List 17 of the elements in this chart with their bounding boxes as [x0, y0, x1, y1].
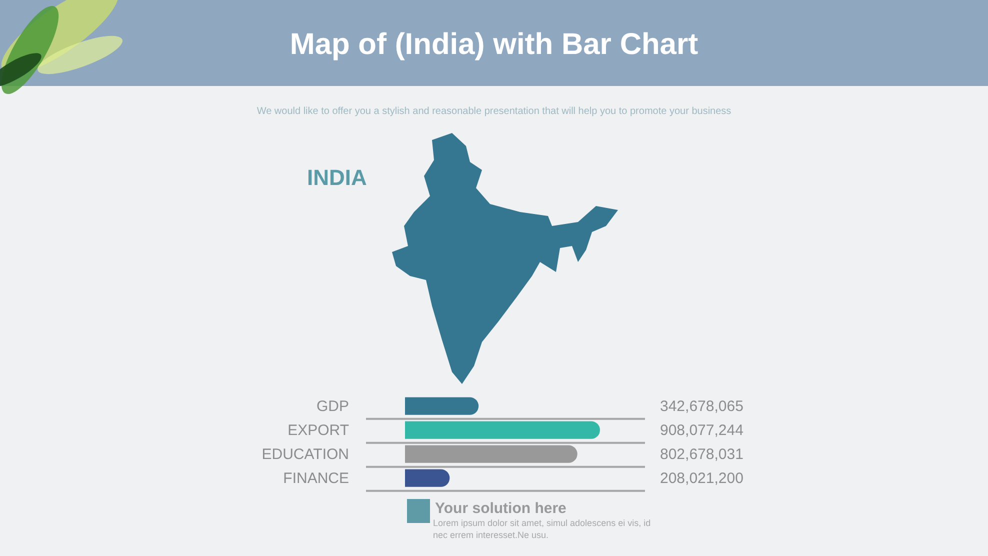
data-label: 802,678,031: [660, 446, 744, 464]
bar: [405, 421, 600, 439]
y-tick-label: FINANCE: [283, 470, 349, 488]
text: Your solution here: [435, 500, 566, 517]
bar: [405, 469, 450, 487]
data-label: 342,678,065: [660, 398, 744, 416]
y-tick-label: GDP: [316, 398, 349, 416]
text: Lorem ipsum dolor sit amet, simul adolescens ei vis, id nec errem interesset.Ne usu.: [433, 517, 652, 541]
chart-subtitle: We would like to offer you a stylish and reasonable presentation that will help you to promote your business: [256, 106, 732, 117]
y-tick-label: EXPORT: [288, 422, 349, 440]
bar: [405, 397, 479, 415]
data-label: 208,021,200: [660, 470, 744, 488]
bar: [405, 445, 578, 463]
text: INDIA: [307, 165, 368, 190]
chart-title: Map of (India) with Bar Chart: [290, 28, 698, 61]
data-label: 908,077,244: [660, 422, 744, 440]
y-tick-label: EDUCATION: [262, 446, 349, 464]
